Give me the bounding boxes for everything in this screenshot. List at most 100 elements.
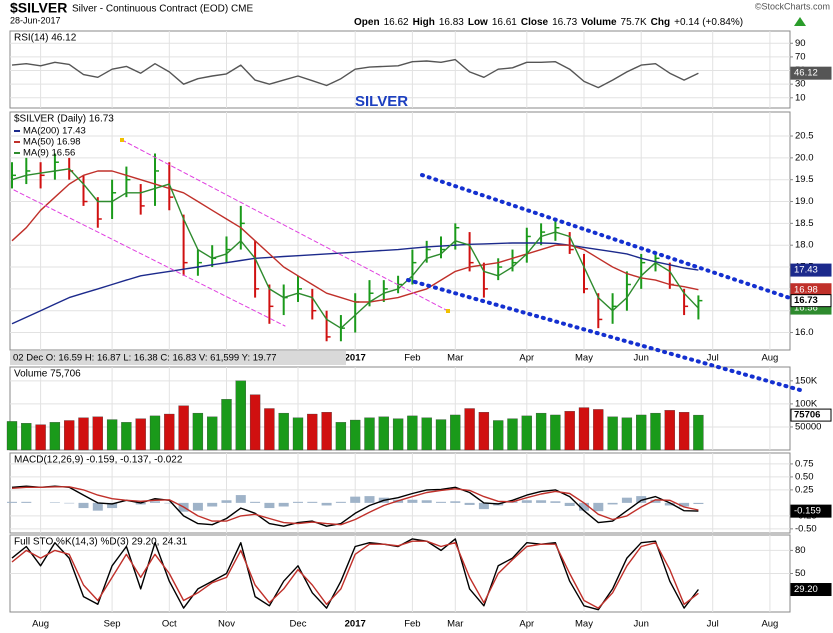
legend-label: MA(50) 16.98 <box>23 137 81 148</box>
histogram-bar <box>579 502 589 511</box>
volume-bar <box>564 411 575 451</box>
y-tick-label: 0.25 <box>795 484 814 495</box>
quote-item: 16.73 <box>552 17 577 28</box>
histogram-bar <box>550 501 561 503</box>
volume-bar <box>435 419 447 451</box>
value-tag-label: 29.20 <box>794 584 818 595</box>
volume-bar <box>307 413 318 451</box>
histogram-bar <box>250 501 261 503</box>
value-tag-label: 75706 <box>794 410 820 421</box>
volume-bar <box>507 418 518 451</box>
histogram-bar <box>21 501 32 503</box>
x-tick-label: Jun <box>634 353 649 364</box>
quote-item: 16.83 <box>439 17 464 28</box>
quote-item: Low <box>468 17 488 28</box>
volume-bar <box>636 414 647 451</box>
x-tick-label: 2017 <box>345 619 366 630</box>
annotation: SILVER <box>355 93 408 110</box>
value-tag-label: 17.43 <box>794 265 818 276</box>
trendline <box>406 278 802 392</box>
volume-bar <box>207 416 218 451</box>
volume-bar <box>106 419 118 451</box>
volume-bar <box>450 414 461 451</box>
y-tick-label: 19.0 <box>795 196 814 207</box>
plot <box>7 485 704 527</box>
x-tick-label: Apr <box>519 353 534 364</box>
value-tag-label: -0.159 <box>794 506 821 517</box>
histogram-bar <box>150 501 160 503</box>
y-tick-label: 30 <box>795 79 806 90</box>
volume-bar <box>664 410 675 451</box>
symbol: $SILVER <box>10 0 67 16</box>
x-tick-label: Jul <box>707 619 719 630</box>
histogram-bar <box>679 502 690 507</box>
series-line <box>11 242 699 325</box>
volume-bar <box>178 405 189 451</box>
x-tick-label: Aug <box>761 619 778 630</box>
x-tick-label: Apr <box>519 619 534 630</box>
histogram-bar <box>307 501 318 503</box>
x-tick-label: Nov <box>218 619 235 630</box>
y-tick-label: 20.0 <box>795 152 814 163</box>
series-line <box>11 540 699 609</box>
histogram-bar <box>207 502 218 507</box>
volume-bar <box>421 417 432 451</box>
x-tick-label: Oct <box>162 619 177 630</box>
y-tick-label: 19.5 <box>795 174 814 185</box>
info-strip <box>10 351 346 365</box>
quote-item: Chg <box>651 17 670 28</box>
channel-line <box>13 189 286 327</box>
quote: Open 16.62 High 16.83 Low 16.61 Close 16.73 Volu… <box>354 17 743 28</box>
volume-bar <box>135 418 146 451</box>
x-tick-label: 2017 <box>345 353 366 364</box>
volume-bar <box>221 399 232 451</box>
histogram-bar <box>421 500 432 503</box>
y-tick-label: 18.5 <box>795 218 814 229</box>
x-tick-label: May <box>575 353 593 364</box>
x-tick-label: Mar <box>447 353 463 364</box>
handle <box>446 309 450 313</box>
histogram-bar <box>436 501 446 503</box>
volume-bar <box>364 417 375 451</box>
handle <box>120 138 124 142</box>
value-tag <box>790 504 832 518</box>
date: 28-Jun-2017 <box>10 15 61 25</box>
volume-bar <box>521 415 532 451</box>
quote-item: 16.61 <box>492 17 517 28</box>
volume-bar <box>621 417 633 451</box>
y-tick-label: 50 <box>795 568 806 579</box>
value-tag <box>790 66 832 80</box>
histogram-bar <box>521 500 532 503</box>
x-tick-label: Aug <box>761 353 778 364</box>
histogram-bar <box>407 499 418 503</box>
volume-bar <box>235 380 246 451</box>
histogram-bar <box>636 496 647 503</box>
x-tick-label: Jun <box>634 619 649 630</box>
legend-label: MA(200) 17.43 <box>23 126 86 137</box>
volume-bar <box>78 417 89 451</box>
value-tag <box>790 583 832 597</box>
quote-item: High <box>413 17 435 28</box>
histogram-bar <box>650 499 661 503</box>
y-tick-label: 50000 <box>795 421 821 432</box>
y-tick-label: 70 <box>795 51 806 62</box>
copyright: ©StockCharts.com <box>755 1 830 11</box>
quote-item: Close <box>521 17 549 28</box>
volume-bar <box>378 416 389 451</box>
series-line <box>11 170 699 303</box>
volume-bar <box>693 414 704 451</box>
info-text: 02 Dec O: 16.59 H: 16.87 L: 16.38 C: 16.… <box>13 353 277 364</box>
series-line <box>11 58 699 89</box>
quote-item: Open <box>354 17 380 28</box>
volume-bar <box>478 412 490 451</box>
histogram-bar <box>693 502 704 505</box>
volume-bar <box>335 422 347 451</box>
histogram-bar <box>192 502 203 511</box>
volume-bar <box>149 415 161 451</box>
volume-bar <box>164 413 175 451</box>
volume-bar <box>35 424 46 451</box>
value-tag-label: 16.98 <box>794 284 818 295</box>
y-tick-label: 0.75 <box>795 458 814 469</box>
histogram-bar <box>235 495 246 503</box>
